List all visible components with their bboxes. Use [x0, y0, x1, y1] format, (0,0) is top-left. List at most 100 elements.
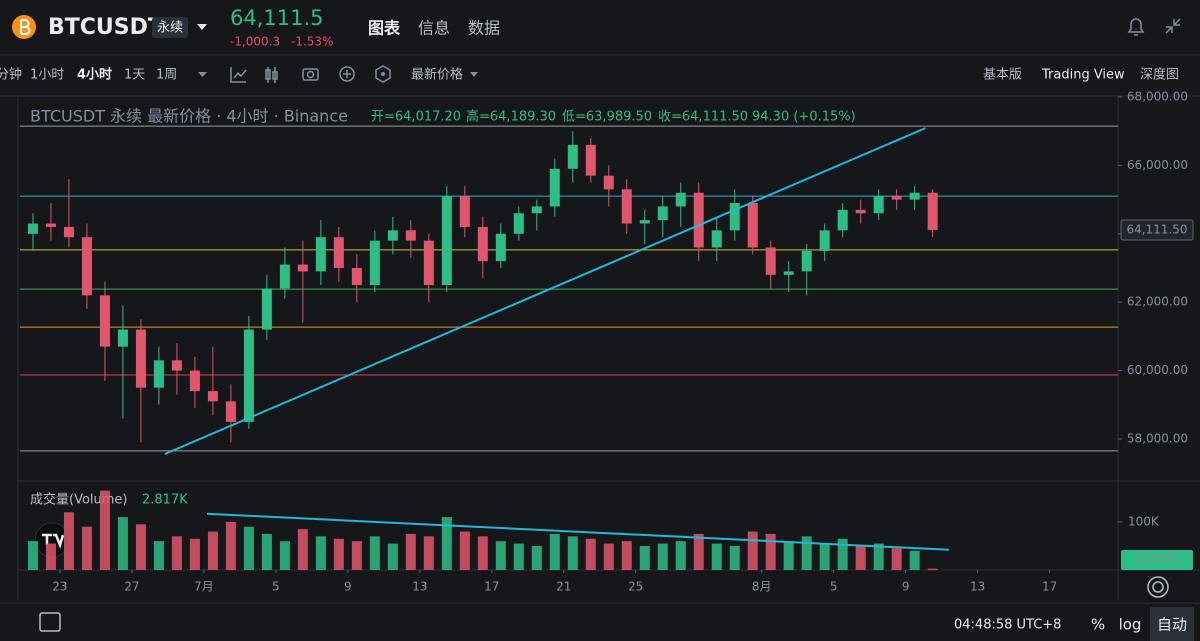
volume-bar [225, 521, 236, 570]
volume-tag [1121, 550, 1193, 570]
badge: 永续 [157, 21, 183, 36]
candle-body [747, 203, 758, 248]
volume-bar [927, 568, 938, 570]
interval[interactable]: 1周 [156, 68, 177, 83]
tab[interactable]: 信息 [418, 19, 450, 38]
candle-body [909, 192, 920, 200]
volume-bar [279, 541, 290, 570]
legend-change: 94.30 (+0.15%) [752, 110, 856, 125]
x-tick-label: 23 [52, 580, 67, 594]
interval[interactable]: 分钟 [0, 67, 22, 83]
symbol-dropdown[interactable] [197, 24, 207, 30]
candle-body [675, 192, 686, 207]
interval[interactable]: 1小时 [30, 68, 64, 83]
clock: 04:48:58 UTC+8 [954, 618, 1061, 633]
price-change-pct: -1.53% [291, 35, 333, 49]
volume-bar [747, 531, 758, 570]
footer-button[interactable]: log [1119, 616, 1142, 634]
volume-bar [315, 536, 326, 570]
footer-button[interactable]: % [1091, 616, 1105, 634]
volume-bar [441, 517, 452, 570]
candle-body [279, 264, 290, 289]
bell-icon[interactable] [1127, 18, 1145, 36]
candle-body [729, 203, 740, 231]
interval-active[interactable]: 4小时 [77, 67, 112, 83]
volume-bar [873, 543, 884, 570]
x-tick-label: 5 [830, 580, 838, 594]
volume-bar [81, 526, 92, 570]
x-tick-label: 8月 [752, 580, 772, 594]
x-tick-label: 13 [412, 580, 427, 594]
x-tick-label: 5 [272, 580, 280, 594]
candle-body [45, 223, 56, 227]
candle-body [81, 237, 92, 296]
candle-body [207, 391, 218, 402]
legend-close: 收=64,111.50 [658, 110, 748, 125]
settings-dot [381, 72, 385, 76]
tab[interactable]: 图表 [368, 19, 401, 38]
camera-icon[interactable] [302, 68, 319, 81]
volume-bar [657, 543, 668, 570]
volume-bar [801, 536, 812, 570]
x-tick-label: 9 [902, 580, 910, 594]
candle-body [531, 206, 542, 214]
last-price: 64,111.5 [230, 6, 324, 30]
y-tick-label: 62,000.00 [1127, 295, 1188, 309]
interval-dropdown[interactable] [198, 72, 207, 77]
volume-bar [621, 541, 632, 570]
candle-body [783, 271, 794, 275]
settings-icon[interactable] [375, 65, 391, 83]
candle-body [639, 220, 650, 224]
axis-settings[interactable] [1147, 576, 1169, 598]
y-tick-label: 60,000.00 [1127, 363, 1188, 377]
indicator-icon[interactable] [230, 67, 247, 83]
x-tick-label: 13 [970, 580, 985, 594]
view-option[interactable]: 深度图 [1140, 67, 1179, 83]
volume-bar [693, 533, 704, 570]
view-option-active[interactable]: Trading View [1041, 68, 1125, 83]
footer-button[interactable]: 自动 [1157, 616, 1187, 634]
x-tick-label: 17 [484, 580, 499, 594]
price-type[interactable]: 最新价格 [411, 67, 463, 83]
volume-bar [567, 536, 578, 570]
volume-bar [549, 533, 560, 570]
candle-icon[interactable] [265, 67, 278, 83]
candle-body [99, 295, 110, 347]
candle-body [405, 230, 416, 241]
y-tick-label: 68,000.00 [1127, 90, 1188, 104]
candle-body [711, 230, 722, 248]
volume-bar [513, 543, 524, 570]
interval[interactable]: 1天 [124, 68, 145, 83]
view-option[interactable]: 基本版 [983, 68, 1022, 83]
calendar-icon[interactable] [39, 612, 61, 632]
candle-body [837, 209, 848, 231]
candle-body [27, 223, 38, 234]
volume-bar [423, 536, 434, 570]
candle-body [693, 192, 704, 248]
volume-bar [171, 536, 182, 570]
y-tick-label: 58,000.00 [1127, 431, 1188, 445]
volume-bar [729, 545, 740, 570]
volume-bar [639, 545, 650, 570]
candle-body [153, 360, 164, 388]
symbol[interactable]: BTCUSDT [48, 15, 163, 40]
candle-body [819, 230, 830, 251]
candle-body [297, 264, 308, 272]
add-icon[interactable] [339, 66, 355, 82]
volume-bar [405, 533, 416, 570]
candle-body [171, 360, 182, 371]
volume-bar [153, 541, 164, 570]
price-tag-label: 64,111.50 [1126, 222, 1187, 236]
candle-body [765, 247, 776, 275]
collapse-icon[interactable] [1165, 18, 1181, 34]
price-change: -1,000.3 [230, 35, 280, 49]
x-tick-label: 9 [344, 580, 352, 594]
tab[interactable]: 数据 [468, 19, 500, 38]
volume-bar [207, 531, 218, 570]
x-tick-label: 17 [1042, 580, 1057, 594]
trendline [164, 127, 926, 455]
y-tick-label: 100K [1128, 514, 1160, 528]
price-type-dropdown[interactable] [470, 72, 478, 77]
legend-high: 高=64,189.30 [466, 109, 556, 125]
